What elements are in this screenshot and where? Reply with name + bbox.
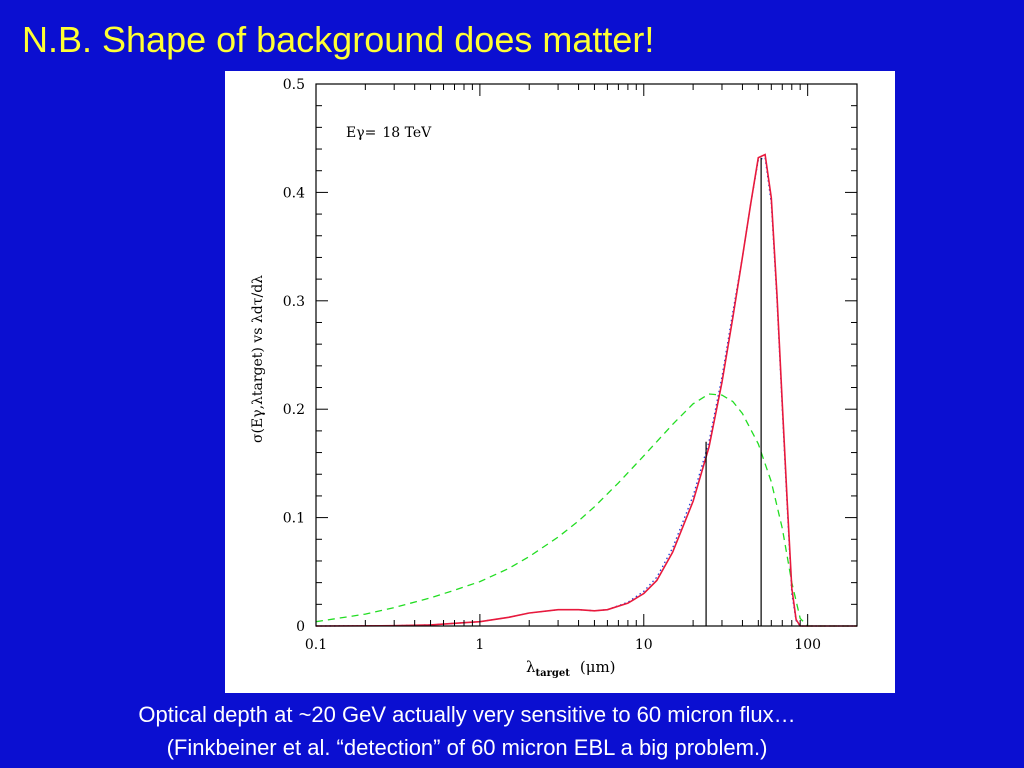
chart-panel: 0.1 1 10 100 0 0.1 0.2 0.3 0.4 0.5 Eγ= 18 TeV λtar…	[225, 71, 895, 693]
energy-annotation: Eγ= 18 TeV	[346, 125, 432, 141]
y-tick-label: 0.5	[283, 77, 305, 93]
caption-line-1: Optical depth at ~20 GeV actually very s…	[138, 702, 796, 727]
tick-marks-layer	[315, 83, 858, 627]
x-axis-label-units: (μm)	[580, 658, 616, 676]
energy-value: 18 TeV	[382, 125, 432, 141]
x-tick-label: 1	[475, 637, 484, 653]
x-axis-label-symbol: λ	[526, 658, 536, 676]
x-tick-label: 0.1	[305, 637, 327, 653]
x-axis-label: λtarget (μm)	[526, 658, 616, 679]
slide-title: N.B. Shape of background does matter!	[22, 19, 655, 60]
y-tick-label: 0.1	[283, 511, 305, 527]
y-axis-label: σ(Eγ,λtarget) vs λdτ/dλ	[250, 275, 266, 443]
plot-series-layer	[315, 153, 857, 627]
energy-label: Eγ=	[346, 125, 376, 141]
y-tick-label: 0.3	[283, 294, 305, 310]
slide-caption: Optical depth at ~20 GeV actually very s…	[0, 698, 934, 764]
caption-line-2: (Finkbeiner et al. “detection” of 60 mic…	[166, 735, 768, 760]
y-tick-label: 0	[296, 619, 305, 635]
x-axis-label-subscript: target	[536, 668, 571, 679]
y-tick-label: 0.2	[283, 402, 305, 418]
x-tick-label: 10	[635, 637, 653, 653]
plot-frame	[315, 83, 858, 627]
series-solid-line	[315, 153, 857, 627]
vertical-marker-layer	[705, 157, 762, 626]
x-tick-label: 100	[794, 637, 821, 653]
series-dashed-line	[315, 393, 857, 627]
series-dotted-line	[315, 156, 857, 627]
y-tick-label: 0.4	[283, 185, 305, 201]
